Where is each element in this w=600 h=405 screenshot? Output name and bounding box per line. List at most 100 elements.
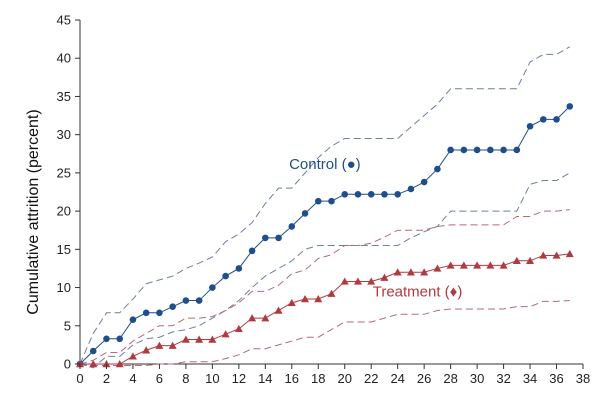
x-ticks: 0 2 4 6 8 10 12 14 16 18 20 22 24 26 28 30 32 34 36 38 xyxy=(76,364,590,386)
control-data-point xyxy=(328,197,335,205)
control-data-point xyxy=(262,234,269,242)
control-series-label: Control (●) xyxy=(289,156,361,173)
control-data-point xyxy=(553,116,560,123)
treatment-data-point xyxy=(301,295,310,303)
treatment-data-point xyxy=(314,295,323,303)
treatment-data-point xyxy=(168,341,177,349)
treatment-data-point xyxy=(89,360,98,368)
control-data-point xyxy=(566,103,574,110)
treatment-data-point xyxy=(248,314,257,322)
treatment-data-point xyxy=(512,256,521,264)
treatment-data-point xyxy=(526,256,535,264)
x-tick-label: 12 xyxy=(232,371,246,386)
treatment-data-point xyxy=(367,277,376,285)
x-tick-label: 8 xyxy=(182,371,189,386)
treatment-data-point xyxy=(142,346,151,354)
x-tick-label: 16 xyxy=(285,371,299,386)
x-tick-label: 24 xyxy=(390,371,404,386)
treatment-data-point xyxy=(221,330,230,338)
control-data-point xyxy=(248,247,256,255)
x-tick-label: 2 xyxy=(103,371,110,386)
y-tick-label: 25 xyxy=(57,165,71,180)
control-series-line xyxy=(79,106,571,365)
y-tick-label: 40 xyxy=(57,51,71,66)
treatment-data-point xyxy=(499,261,508,269)
treatment-data-point xyxy=(261,314,270,322)
control-data-point xyxy=(275,234,282,242)
treatment-series-label: Treatment (♦) xyxy=(373,284,463,301)
treatment-ci-lower-line xyxy=(79,300,570,367)
control-data-point xyxy=(500,146,507,154)
control-data-point xyxy=(116,335,124,343)
treatment-data-point xyxy=(565,249,574,258)
control-ci-lower-line xyxy=(79,172,571,369)
treatment-data-point xyxy=(552,251,561,259)
y-ticks: 0 5 10 15 20 25 30 35 40 45 xyxy=(57,13,80,372)
control-data-point xyxy=(539,116,547,123)
control-data-point xyxy=(103,335,110,343)
series-annotations: Control (●) Treatment (♦) xyxy=(289,156,462,301)
control-data-point xyxy=(314,197,322,205)
control-data-point xyxy=(156,309,163,317)
series-lines xyxy=(79,106,571,365)
y-tick-label: 5 xyxy=(64,318,71,333)
treatment-data-point xyxy=(102,360,111,368)
y-tick-label: 35 xyxy=(57,89,71,104)
control-data-point xyxy=(288,223,296,230)
control-data-point xyxy=(513,146,521,154)
control-data-point xyxy=(473,146,481,154)
control-data-point xyxy=(142,309,150,317)
control-data-point xyxy=(407,185,415,193)
treatment-data-point xyxy=(446,261,455,269)
treatment-data-point xyxy=(208,335,217,343)
control-ci-upper-line xyxy=(79,46,571,365)
x-tick-label: 26 xyxy=(417,371,431,386)
y-tick-label: 10 xyxy=(57,280,71,295)
y-tick-label: 30 xyxy=(57,127,71,142)
treatment-data-point xyxy=(486,261,495,269)
treatment-data-point xyxy=(433,264,442,272)
treatment-data-point xyxy=(128,352,137,360)
control-data-point xyxy=(129,316,137,323)
treatment-data-point xyxy=(473,261,482,269)
control-data-point xyxy=(182,297,190,304)
x-tick-label: 38 xyxy=(576,371,590,386)
x-tick-label: 18 xyxy=(311,371,325,386)
treatment-data-point xyxy=(340,277,349,285)
x-tick-label: 22 xyxy=(364,371,378,386)
x-tick-label: 30 xyxy=(470,371,484,386)
control-data-point xyxy=(487,146,494,154)
control-data-point xyxy=(394,190,401,198)
control-data-point xyxy=(89,347,97,355)
treatment-data-point xyxy=(420,268,429,276)
y-axis-title: Cumulative attrition (percent) xyxy=(25,109,42,314)
y-tick-label: 45 xyxy=(57,13,71,28)
x-tick-label: 6 xyxy=(156,371,163,386)
control-data-point xyxy=(195,297,203,304)
series-markers xyxy=(76,103,574,368)
axes xyxy=(79,20,583,365)
y-tick-label: 0 xyxy=(64,357,71,372)
x-tick-label: 20 xyxy=(338,371,352,386)
control-data-point xyxy=(301,210,309,217)
control-data-point xyxy=(367,190,375,198)
control-data-point xyxy=(420,178,428,186)
treatment-ci-upper-line xyxy=(79,209,570,365)
control-data-point xyxy=(381,190,388,198)
treatment-data-point xyxy=(539,251,548,259)
treatment-data-point xyxy=(459,261,468,269)
x-tick-label: 10 xyxy=(205,371,219,386)
control-data-point xyxy=(526,122,534,130)
x-tick-label: 14 xyxy=(258,371,272,386)
x-tick-label: 0 xyxy=(76,371,83,386)
x-tick-label: 36 xyxy=(549,371,563,386)
treatment-data-point xyxy=(406,268,415,276)
treatment-data-point xyxy=(380,273,389,281)
control-data-point xyxy=(341,190,349,198)
control-data-point xyxy=(460,146,468,154)
x-tick-label: 32 xyxy=(496,371,510,386)
treatment-series-line xyxy=(80,253,570,365)
treatment-data-point xyxy=(181,335,190,343)
y-tick-label: 20 xyxy=(57,204,71,219)
